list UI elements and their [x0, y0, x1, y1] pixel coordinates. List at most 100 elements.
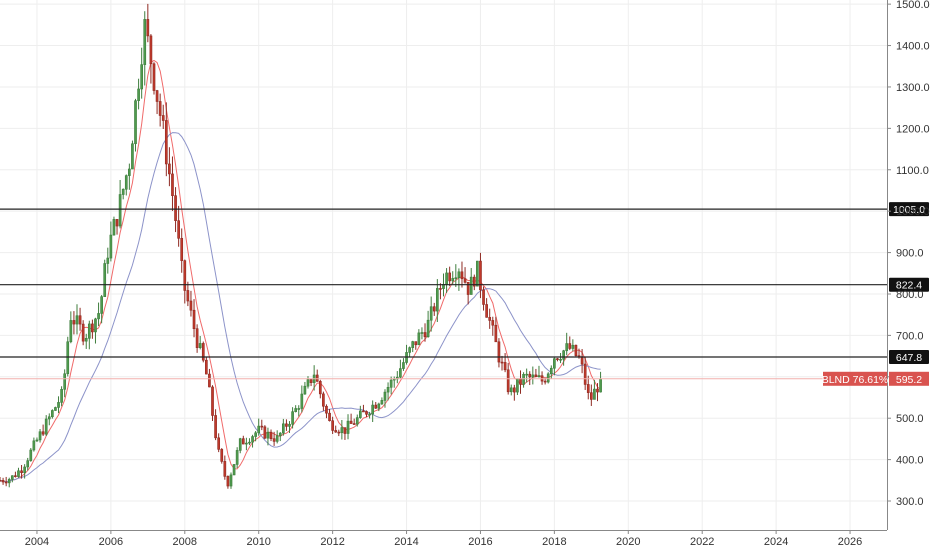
candle-body: [497, 341, 501, 363]
candle-body: [198, 343, 202, 348]
candle-body: [17, 470, 20, 477]
candle-body: [377, 403, 381, 409]
y-tick-label: 300.0: [896, 496, 924, 508]
candle-body: [445, 272, 448, 285]
x-tick-label: 2016: [468, 536, 492, 548]
candle-body: [269, 431, 273, 439]
candlesticks: [0, 3, 602, 489]
y-tick-label: 400.0: [896, 455, 924, 467]
candle-body: [448, 272, 451, 282]
candle-body: [192, 309, 196, 330]
candle-body: [171, 173, 174, 196]
candle-body: [383, 391, 387, 401]
candle-body: [143, 19, 147, 65]
candle-body: [94, 318, 97, 333]
candle-body: [556, 358, 559, 360]
candle-body: [553, 358, 556, 369]
x-tick-label: 2004: [25, 536, 49, 548]
candle-body: [26, 460, 30, 468]
candle-body: [485, 304, 488, 318]
y-tick-label: 1100.0: [896, 165, 929, 177]
candle-body: [303, 385, 307, 395]
candle-body: [589, 392, 593, 400]
candle-body: [531, 374, 535, 378]
candle-body: [288, 423, 291, 427]
x-tick-label: 2018: [542, 536, 566, 548]
candle-body: [328, 412, 331, 422]
y-tick-label: 1300.0: [896, 82, 930, 94]
candle-body: [574, 344, 578, 356]
candle-body: [137, 88, 140, 101]
candle-body: [278, 432, 282, 436]
candle-body: [349, 420, 353, 424]
candle-body: [294, 408, 298, 412]
candle-body: [516, 378, 519, 393]
candle-body: [158, 101, 162, 116]
candle-body: [352, 423, 356, 425]
candle-body: [121, 188, 125, 195]
candle-body: [503, 362, 507, 371]
candle-body: [522, 374, 525, 385]
candle-body: [91, 323, 94, 333]
candle-body: [109, 234, 113, 259]
candle-body: [362, 410, 365, 413]
candle-body: [232, 464, 236, 476]
candle-body: [386, 387, 390, 393]
candle-body: [38, 431, 42, 441]
horizontal-levels[interactable]: 1005.0 822.4 647.8: [0, 202, 929, 365]
candle-body: [195, 328, 199, 348]
candle-body: [355, 417, 359, 425]
candle-body: [189, 300, 193, 311]
x-tick-label: 2022: [690, 536, 714, 548]
candle-body: [183, 260, 187, 291]
candle-body: [337, 431, 341, 434]
candle-body: [432, 306, 436, 312]
candle-body: [417, 332, 421, 346]
candle-body: [439, 288, 442, 290]
candle-body: [214, 415, 217, 439]
candle-body: [168, 163, 171, 175]
candle-body: [152, 63, 156, 91]
candle-body: [528, 373, 532, 378]
time-axis[interactable]: 2004 2006 2008 2010 2012 2014 2016 2018 2020 2022…: [25, 530, 863, 548]
candle-body: [115, 219, 119, 227]
candle-body: [491, 320, 495, 326]
candle-body: [72, 320, 76, 325]
candle-body: [479, 260, 482, 291]
candle-body: [35, 439, 39, 442]
candle-body: [81, 323, 85, 342]
candle-body: [309, 379, 313, 383]
y-tick-label: 1000.0: [896, 206, 930, 218]
level-tag: [889, 202, 929, 217]
candle-body: [14, 475, 17, 477]
candle-body: [84, 338, 88, 342]
last-price-label: 595.2: [896, 374, 922, 386]
y-tick-label: 1200.0: [896, 123, 930, 135]
candle-body: [7, 479, 11, 484]
candle-body: [10, 475, 14, 480]
candle-body: [451, 278, 455, 282]
level-tag: [889, 277, 929, 292]
candle-body: [297, 408, 301, 410]
candle-body: [75, 315, 79, 325]
price-axis[interactable]: 300.0400.0500.0600.0700.0800.0900.01000.…: [887, 0, 930, 508]
symbol-change-label: BLND 76.61%: [822, 374, 889, 386]
candle-body: [454, 277, 458, 280]
candle-body: [371, 404, 375, 415]
candle-body: [546, 373, 550, 383]
candle-body: [211, 386, 214, 416]
candle-body: [241, 438, 245, 445]
symbol-change-tag: [823, 371, 887, 386]
candle-body: [359, 410, 362, 418]
candle-body: [245, 442, 248, 445]
candle-body: [291, 411, 294, 425]
candle-body: [463, 278, 467, 283]
candle-body: [23, 466, 26, 473]
level-tag-label: 647.8: [896, 352, 922, 364]
candle-body: [134, 100, 137, 145]
candle-body: [559, 358, 562, 361]
candle-body: [223, 461, 227, 477]
x-tick-label: 2014: [394, 536, 418, 548]
